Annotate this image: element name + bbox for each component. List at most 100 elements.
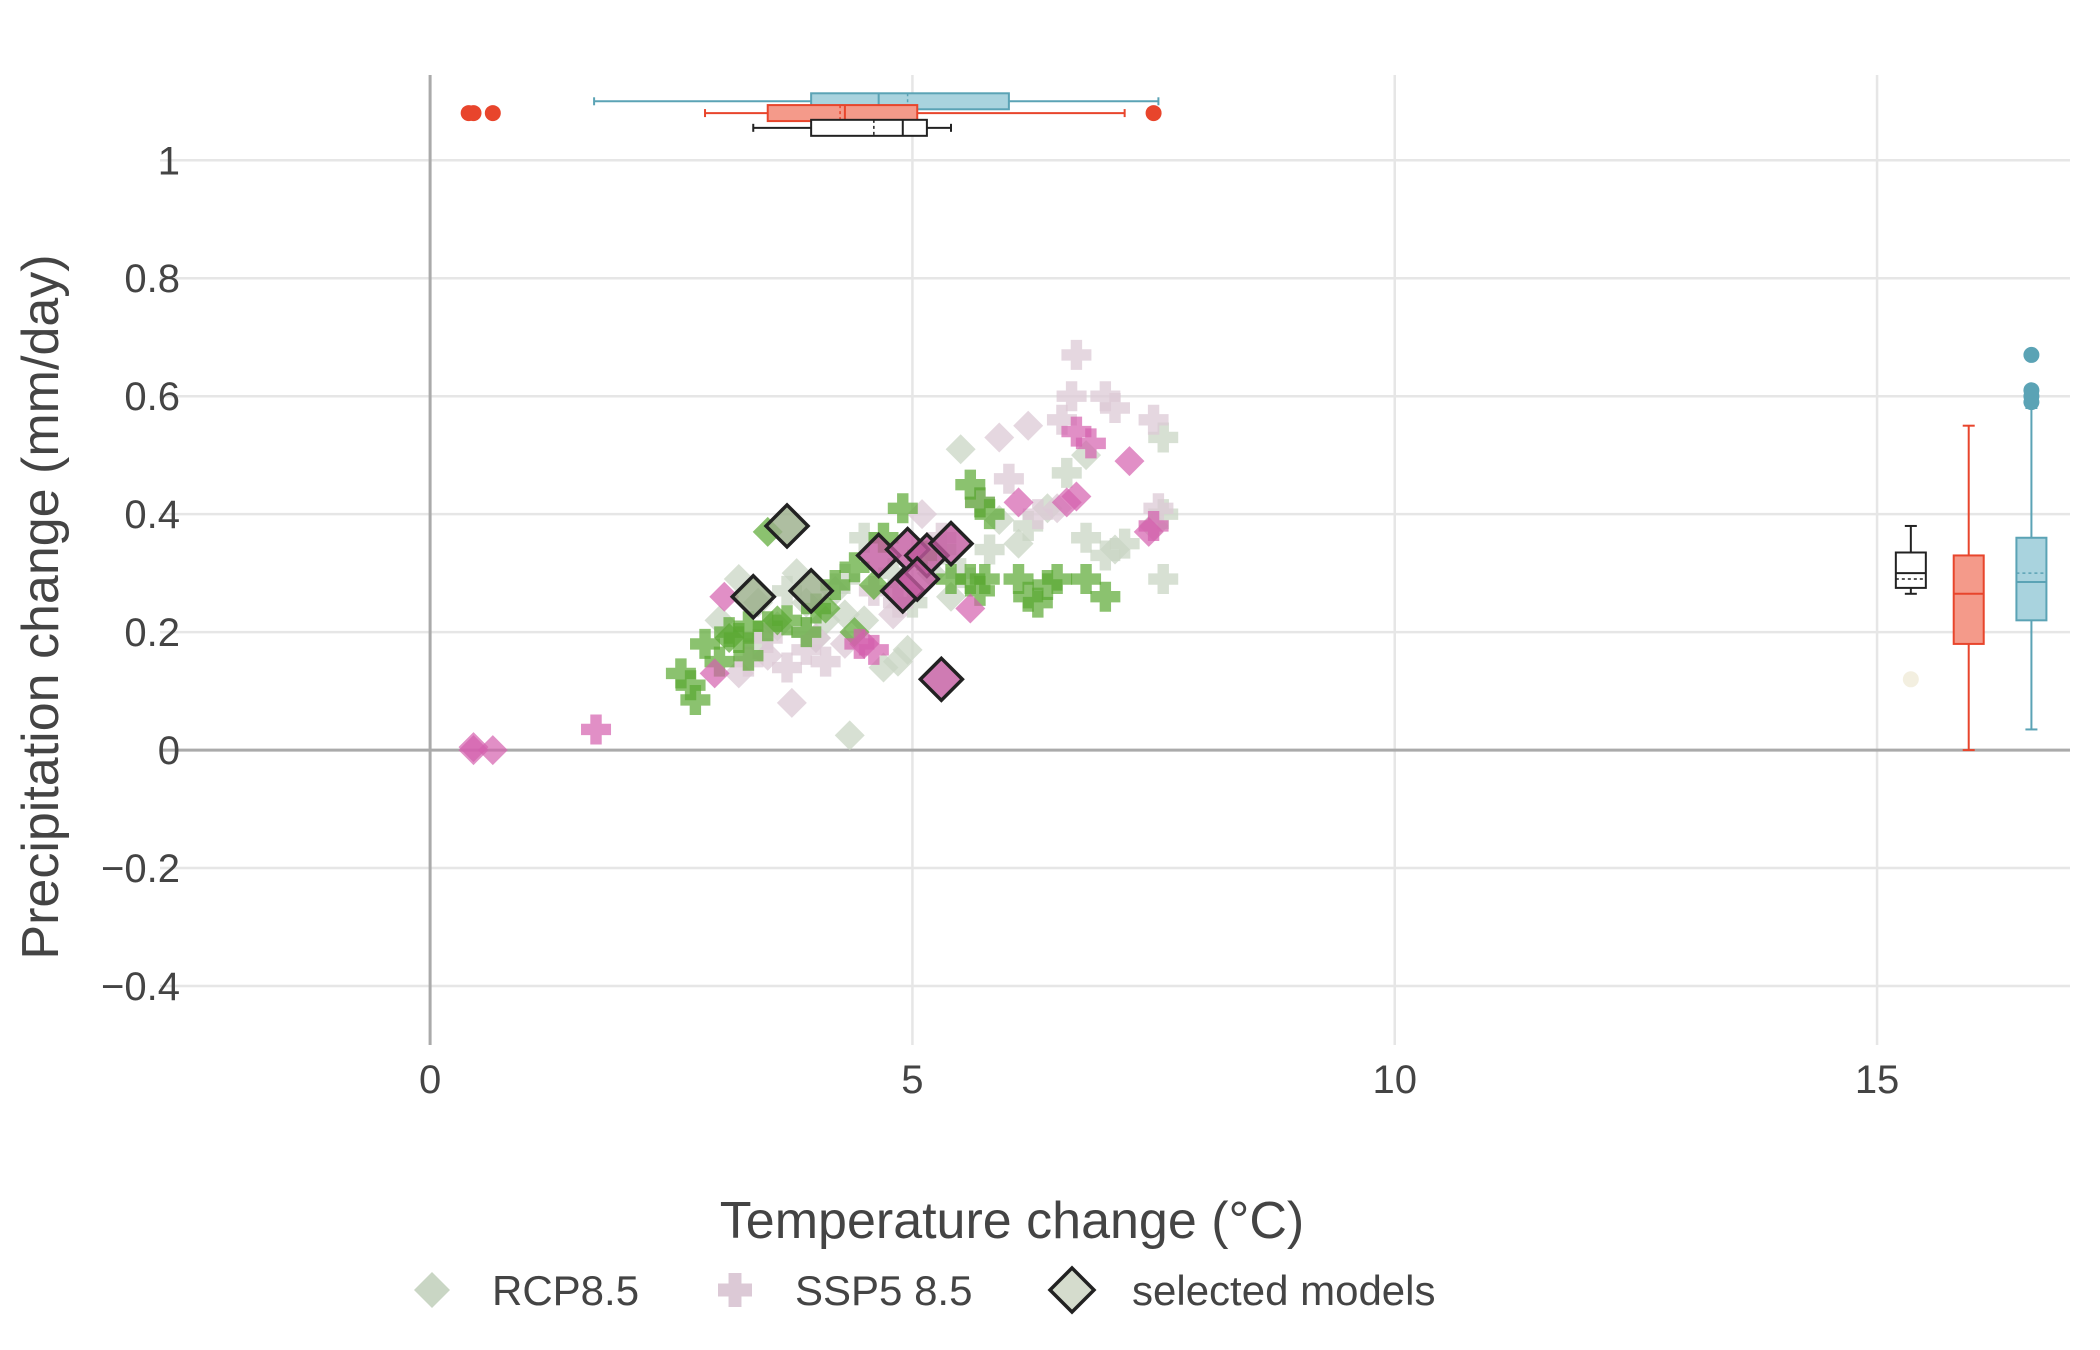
ssp_pink-cross-point [1061,416,1092,447]
ssp_faded-cross-point [1056,381,1087,412]
legend-item-rcp: RCP8.5 [414,1267,639,1314]
boxplots [460,92,2048,752]
box-right-black [1894,524,1927,688]
rcp_green-cross-point [936,564,967,595]
data-marks [458,339,1179,766]
box-outlier [1902,671,1919,688]
y-tick-label: −0.2 [101,847,180,891]
rcp_green-cross-point [1032,569,1063,600]
rcp_green-cross-point [1071,564,1102,595]
rcp_green-cross-point [955,469,986,500]
rcp_faded-cross-point [743,628,774,659]
legend-item-sel: selected models [1047,1265,1436,1315]
ssp_faded-cross-point [1090,381,1121,412]
ssp_faded-cross-point [993,463,1024,494]
rcp_faded-cross-point [878,558,909,589]
y-tick-labels: −0.4 −0.2 0 0.2 0.4 0.6 0.8 1 [101,139,180,1009]
rcp_faded-cross-point [849,522,880,553]
legend-item-ssp: SSP5 8.5 [718,1267,972,1314]
rcp_faded-cross-point [1013,510,1044,541]
y-tick-label: 0.4 [124,493,180,537]
rcp_faded-diamond-point [834,720,865,751]
x-tick-label: 15 [1855,1058,1900,1102]
box-outlier [1145,105,1162,122]
rcp_green-cross-point [820,569,851,600]
rcp_green-cross-point [1022,587,1053,618]
ssp_pink-diamond-point [955,593,986,624]
y-axis-title: Precipitation change (mm/day) [12,254,70,959]
box-outlier [484,105,501,122]
ssp_pink-diamond-point [1061,481,1092,512]
ssp_faded-diamond-point [984,422,1015,453]
rcp_faded-cross-point [1148,422,1179,453]
rcp_green-cross-point [1042,564,1073,595]
rcp_faded-cross-point [1071,522,1102,553]
y-tick-label: 0 [158,729,180,773]
box-outlier [2023,346,2040,363]
box-iqr [1952,554,1985,645]
box-top-red [460,104,1162,123]
rcp_green-diamond-point [714,623,745,654]
x-tick-label: 0 [419,1058,441,1102]
box-iqr [1894,551,1927,589]
rcp_green-cross-point [964,487,995,518]
legend-cross-icon [718,1273,752,1307]
rcp_green-cross-point [974,499,1005,530]
y-tick-label: −0.4 [101,965,180,1009]
box-top-black [752,118,953,137]
ssp_pink-diamond-point [458,732,489,763]
x-tick-label: 5 [901,1058,923,1102]
rcp_green-diamond-point [762,605,793,636]
legend: RCP8.5 SSP5 8.5 selected models [414,1265,1436,1315]
rcp_green-cross-point [887,493,918,524]
y-tick-label: 0.2 [124,611,180,655]
ssp_pink-cross-point [1075,428,1106,459]
rcp_green-cross-point [733,611,764,642]
ssp_pink-diamond-point [709,581,740,612]
legend-label: SSP5 8.5 [795,1267,972,1314]
selected-model-point [893,555,941,603]
x-axis-title: Temperature change (°C) [720,1192,1304,1250]
rcp_green-cross-point [791,617,822,648]
rcp_green-cross-point [1013,581,1044,612]
rcp_faded-cross-point [772,575,803,606]
ssp_faded-cross-point [1100,392,1130,423]
selected-model-point [729,573,777,621]
ssp_pink-diamond-point [1114,446,1145,477]
x-tick-label: 10 [1372,1058,1417,1102]
rcp_green-cross-point [733,640,764,671]
ssp_pink-diamond-point [1133,516,1164,547]
ssp_faded-cross-point [1046,404,1077,435]
rcp_faded-cross-point [1090,540,1121,571]
ssp_faded-cross-point [772,652,803,683]
box-right-red [1952,424,1985,752]
ssp_faded-cross-point [1143,493,1174,524]
selected-model-point [927,520,975,568]
ssp_faded-cross-point [1138,404,1169,435]
rcp_faded-diamond-point [945,434,976,465]
rcp_faded-cross-point [945,558,976,589]
y-tick-label: 1 [158,139,180,183]
box-iqr [766,104,919,123]
rcp_green-cross-point [680,684,711,715]
ssp_pink-cross-point [858,634,889,665]
box-right-blue [2015,346,2048,731]
ssp_faded-cross-point [1061,339,1092,370]
selected-model-point [763,502,811,550]
rcp_green-cross-point [1003,564,1034,595]
selected-model-point [917,655,965,703]
ssp_faded-cross-point [1022,499,1053,530]
ssp_faded-diamond-point [1013,410,1044,441]
rcp_faded-diamond-point [892,634,923,665]
ssp_pink-diamond-point [699,658,730,689]
rcp_faded-diamond-point [936,581,967,612]
box-iqr [2015,536,2048,622]
y-tick-label: 0.6 [124,375,180,419]
ssp_pink-diamond-point [849,628,880,659]
ssp_faded-diamond-point [776,687,807,718]
box-outlier [2023,382,2040,399]
selected-model-point [787,567,835,615]
rcp_green-cross-point [1090,581,1121,612]
legend-diamond-icon [414,1272,450,1308]
